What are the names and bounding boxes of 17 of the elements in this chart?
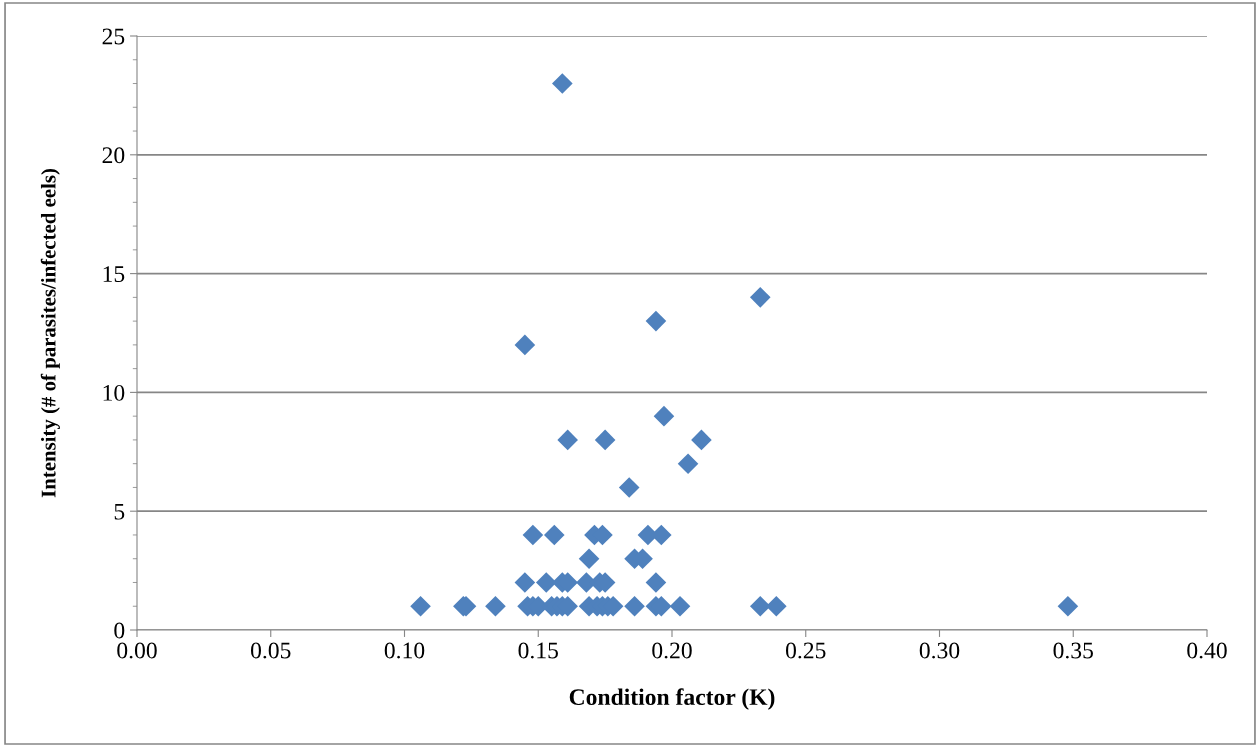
x-tick-label: 0.20 [652, 642, 692, 659]
y-tick-label: 25 [102, 28, 125, 45]
x-axis-title: Condition factor (K) [569, 688, 775, 710]
x-tick-label: 0.35 [1053, 642, 1093, 659]
x-tick-label: 0.05 [250, 642, 291, 659]
x-tick-label: 0.40 [1187, 642, 1227, 659]
y-tick-label: 0 [114, 622, 125, 639]
x-tick-label: 0.15 [518, 642, 558, 659]
x-tick-label: 0.00 [117, 642, 157, 659]
y-tick-label: 10 [103, 384, 125, 401]
x-tick-label: 0.10 [384, 642, 425, 659]
y-tick-label: 20 [102, 147, 125, 164]
x-tick-label: 0.30 [919, 642, 960, 659]
y-tick-label: 15 [103, 266, 125, 283]
y-axis-title: Intensity (# of parasites/infected eels) [40, 169, 60, 498]
x-tick-label: 0.25 [785, 642, 826, 659]
y-tick-label: 5 [114, 503, 125, 520]
